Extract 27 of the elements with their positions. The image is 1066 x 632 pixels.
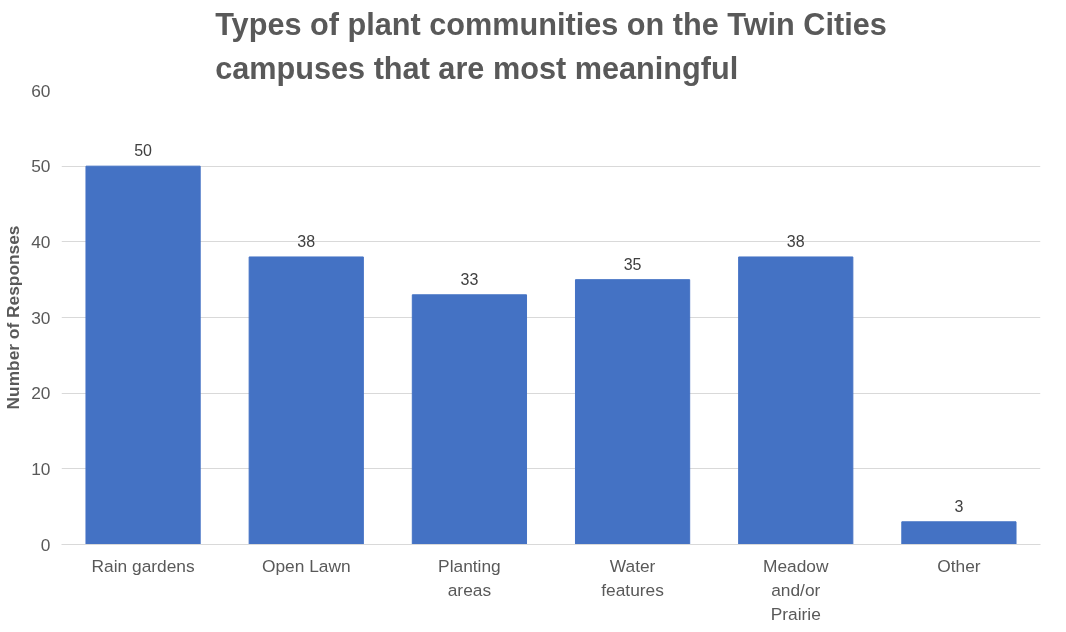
x-tick-label: Other [937,555,981,576]
y-axis-title: Number of Responses [3,225,24,410]
y-tick-label: 40 [31,231,51,252]
y-tick-label: 50 [31,156,51,177]
x-tick-label: Meadow and/or Prairie [763,555,829,624]
x-tick-label: Water features [601,555,665,600]
bar [574,279,691,545]
bar [411,294,528,545]
bar [901,521,1017,545]
x-tick-label: Rain gardens [91,555,195,576]
data-label: 38 [786,232,805,250]
data-label: 38 [297,232,316,250]
y-tick-label: 0 [40,534,51,555]
x-tick-label: Open Lawn [261,555,351,576]
data-label: 35 [623,255,642,273]
y-tick-label: 20 [31,383,51,404]
x-tick-label: Planting areas [438,555,501,600]
y-tick-label: 60 [31,80,51,101]
bar [738,256,854,545]
y-tick-label: 10 [31,458,51,479]
y-tick-label: 30 [31,307,51,328]
bar [248,256,364,545]
data-label: 33 [460,270,479,288]
bar [85,165,201,545]
data-label: 3 [954,497,964,515]
data-label: 50 [134,142,153,160]
chart-title: Types of plant communities on the Twin Cities campuses that are most meaningful [215,7,887,87]
